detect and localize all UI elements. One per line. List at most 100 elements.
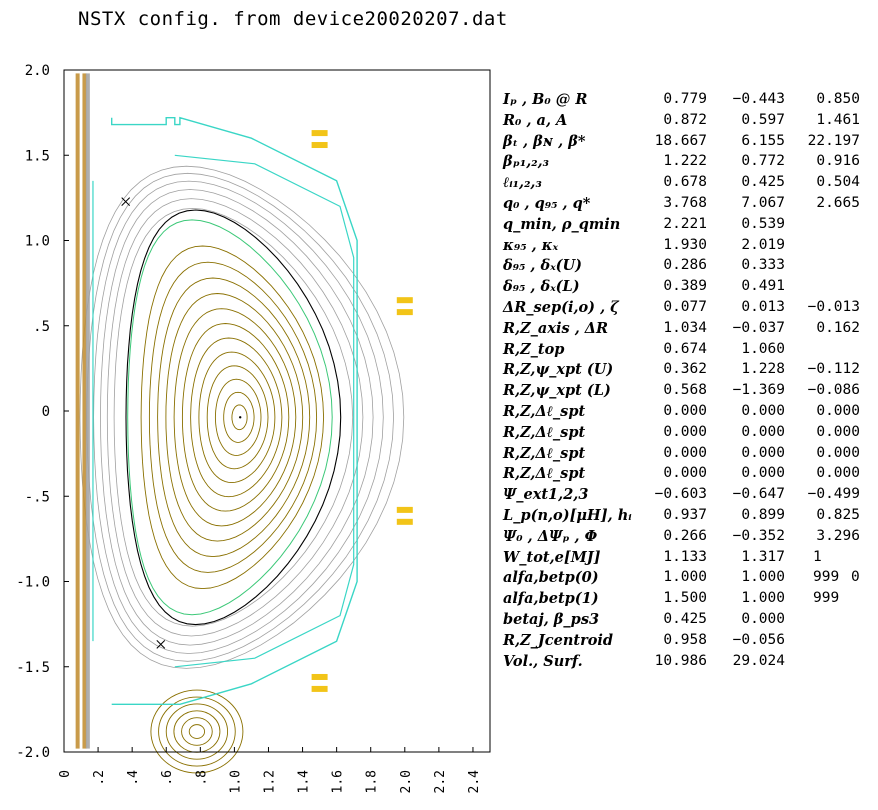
plot-title: NSTX config. from device20020207.dat	[78, 8, 508, 30]
flux-contour-open	[79, 165, 405, 669]
param-row: q₀ , q₉₅ , q* 3.768 7.067 2.665	[503, 195, 873, 216]
param-value: 0.504	[816, 174, 860, 191]
param-value: 0.825	[816, 507, 860, 523]
param-label: Iₚ , B₀ @ R	[503, 91, 588, 108]
param-row: R,Z,Δℓ_spt 0.000 0.000 0.000	[503, 445, 873, 466]
param-row: R,Z_axis , ΔR 1.034 −0.037 0.162	[503, 320, 873, 341]
y-tick-label: 1.5	[25, 148, 50, 164]
pf-coil	[311, 130, 328, 137]
param-value: 0	[851, 569, 860, 586]
param-row: ΔR_sep(i,o) , ζ 0.077 0.013 −0.013	[503, 299, 873, 320]
param-label: L_p(n,o)[μH], hᵢ	[503, 507, 632, 524]
param-value: 0.597	[741, 111, 785, 128]
param-value: 0.674	[663, 340, 707, 357]
param-value: 0.678	[663, 174, 707, 191]
param-row: R,Z,ψ_xpt (U) 0.362 1.228 −0.112	[503, 361, 873, 382]
y-tick-label: -1.0	[16, 575, 50, 591]
center-stack-coil	[82, 73, 87, 749]
param-value: 0.000	[663, 465, 707, 482]
param-label: q₀ , q₉₅ , q*	[503, 195, 591, 212]
param-value: 0.362	[663, 361, 707, 378]
param-label: Ψ₀ , ΔΨₚ , Φ	[503, 527, 598, 545]
param-value: 0.772	[741, 153, 785, 170]
pf-coils	[311, 130, 413, 692]
param-row: L_p(n,o)[μH], hᵢ 0.937 0.899 0.825	[503, 507, 873, 528]
param-row: Vol., Surf. 10.986 29.024	[503, 653, 873, 674]
param-row: Iₚ , B₀ @ R 0.779 −0.443 0.850	[503, 91, 873, 112]
param-value: 1.133	[663, 548, 707, 565]
param-value: 0.000	[741, 611, 785, 627]
flux-contour-open	[106, 198, 364, 637]
param-value: 0.937	[663, 507, 707, 523]
param-value: 0.000	[816, 444, 860, 461]
param-row: Ψ_ext1,2,3 −0.603 −0.647 −0.499	[503, 486, 873, 507]
param-value: 0.000	[663, 444, 707, 461]
param-value: −0.037	[732, 319, 785, 336]
param-value: 0.162	[816, 319, 860, 336]
param-value: 0.899	[741, 507, 785, 523]
x-tick-label: 2.4	[467, 770, 482, 794]
param-label: betaj, β_ps3	[503, 611, 600, 628]
param-row: betaj, β_ps3 0.425 0.000	[503, 611, 873, 632]
param-label: R,Z_top	[503, 340, 565, 358]
param-value: 3.768	[663, 195, 707, 211]
param-value: 0.077	[663, 299, 707, 315]
param-value: 0.539	[741, 215, 785, 232]
x-tick-label: 1.4	[297, 770, 312, 794]
param-value: 0.266	[663, 527, 707, 544]
flux-contour-closed	[231, 404, 248, 431]
param-value: 1.317	[741, 548, 785, 565]
param-value: −0.647	[732, 486, 785, 503]
param-value: −0.056	[732, 631, 785, 648]
y-tick-label: 2.0	[25, 63, 50, 79]
param-label: R,Z,Δℓ_spt	[503, 423, 586, 441]
x-tick-label: .8	[194, 770, 209, 786]
param-value: 3.296	[816, 527, 860, 544]
param-value: 0.389	[663, 278, 707, 295]
param-value: 999	[813, 590, 840, 607]
divertor-contour	[150, 689, 244, 774]
center-stack-coil	[85, 73, 90, 749]
param-value: 22.197	[807, 132, 860, 149]
param-value: 0.000	[816, 403, 860, 419]
xpoint-lower-marker	[156, 640, 166, 649]
param-row: ℓᵢ₁,₂,₃ 0.678 0.425 0.504	[503, 174, 873, 195]
param-value: −1.369	[732, 382, 785, 399]
secondary-separatrix	[127, 219, 333, 616]
param-value: −0.352	[732, 527, 785, 544]
param-value: 1.228	[741, 361, 785, 378]
param-value: 0.286	[663, 257, 707, 274]
param-value: −0.443	[732, 91, 785, 107]
flux-contour-closed	[206, 365, 269, 470]
param-value: 18.667	[654, 132, 707, 149]
param-value: 0.779	[663, 91, 707, 107]
param-label: δ₉₅ , δₓ(U)	[503, 257, 582, 275]
param-label: R,Z,Δℓ_spt	[503, 403, 586, 420]
param-value: 2.019	[741, 236, 785, 253]
center-stack-coil	[75, 73, 80, 749]
divertor-contour	[173, 710, 221, 753]
xpoint-upper-marker	[121, 197, 131, 206]
y-tick-label: -1.5	[16, 660, 50, 676]
y-tick-label: -.5	[25, 489, 50, 505]
pf-coil	[396, 506, 413, 513]
flux-contour-closed	[165, 293, 304, 542]
x-tick-label: 0	[58, 770, 73, 778]
param-value: 0.000	[663, 403, 707, 419]
flux-contour-open	[100, 189, 374, 646]
param-value: 0.000	[816, 465, 860, 482]
param-row: R,Z_top 0.674 1.060	[503, 341, 873, 362]
flux-contour-open	[93, 180, 384, 654]
param-value: 29.024	[732, 652, 785, 669]
x-tick-label: 2.2	[433, 770, 448, 793]
flux-contour-closed	[173, 308, 297, 527]
x-tick-label: .6	[160, 770, 175, 786]
x-tick-label: .2	[92, 770, 107, 786]
param-value: 0.568	[663, 382, 707, 399]
magnetic-axis-point	[238, 416, 242, 419]
pf-coil	[396, 518, 413, 525]
param-value: 1.000	[741, 590, 785, 607]
param-value: 0.958	[663, 631, 707, 648]
param-label: R,Z,Δℓ_spt	[503, 444, 586, 462]
param-row: βₜ , βɴ , β* 18.667 6.155 22.197	[503, 133, 873, 154]
